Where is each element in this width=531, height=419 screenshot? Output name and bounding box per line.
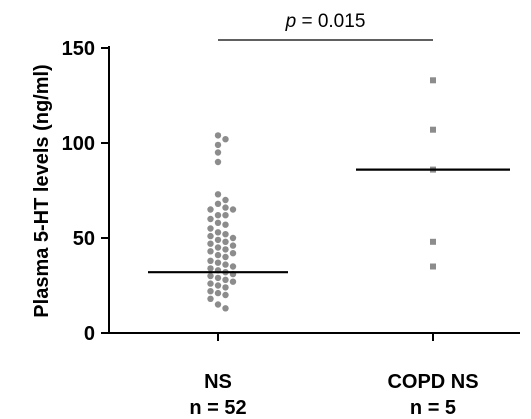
data-point <box>214 289 222 297</box>
data-point <box>214 229 222 236</box>
data-point <box>214 191 222 198</box>
data-point <box>229 250 237 257</box>
data-point <box>207 295 214 302</box>
data-point <box>222 196 229 204</box>
data-point <box>214 158 222 166</box>
data-point <box>222 204 229 211</box>
data-point <box>222 136 229 143</box>
p-value: = 0.015 <box>296 11 365 32</box>
data-point <box>207 257 214 264</box>
x-category-label: COPD NS <box>387 371 478 393</box>
y-axis-label: Plasma 5-HT levels (ng/ml) <box>31 64 53 317</box>
y-axis: 0 50 100 150 <box>62 38 110 345</box>
data-point <box>214 301 222 308</box>
data-point <box>229 242 237 249</box>
y-tick-label: 150 <box>62 38 95 60</box>
data-point <box>430 126 436 133</box>
y-tick-label: 100 <box>62 133 95 155</box>
data-point <box>222 261 229 268</box>
data-point <box>229 278 237 285</box>
data-point <box>214 251 222 259</box>
data-point <box>222 246 229 253</box>
data-point <box>207 265 214 272</box>
p-symbol: p <box>285 11 297 32</box>
significance-annotation: p = 0.015 <box>218 11 433 41</box>
data-point <box>207 288 214 295</box>
data-point <box>214 244 222 251</box>
data-point <box>430 238 436 245</box>
p-value-text: p = 0.015 <box>285 11 366 32</box>
data-point <box>222 276 229 283</box>
data-point <box>214 141 222 149</box>
data-point <box>214 149 222 156</box>
data-point <box>214 219 222 226</box>
x-category-label: NS <box>204 371 232 393</box>
data-point <box>214 200 222 207</box>
x-axis: NS n = 52 COPD NS n = 5 <box>109 332 520 419</box>
data-point <box>430 77 436 84</box>
data-point <box>214 132 222 139</box>
data-point <box>222 221 229 228</box>
y-tick-label: 50 <box>73 228 95 250</box>
data-point <box>222 284 229 291</box>
data-point <box>229 206 237 213</box>
data-point <box>222 305 229 312</box>
data-point <box>207 225 214 232</box>
data-point <box>207 215 214 223</box>
data-point <box>222 253 229 261</box>
data-point <box>207 232 214 240</box>
data-point <box>207 240 214 247</box>
data-point <box>207 248 214 255</box>
data-point <box>214 282 222 289</box>
data-point <box>214 259 222 266</box>
x-category-n-label: n = 52 <box>189 397 246 419</box>
data-point <box>222 238 229 245</box>
data-point <box>222 212 229 219</box>
x-category-n-label: n = 5 <box>410 397 456 419</box>
data-point <box>214 236 222 244</box>
y-tick-label: 0 <box>84 323 95 345</box>
data-point <box>222 291 229 299</box>
data-point <box>214 274 222 282</box>
data-point <box>430 263 436 270</box>
data-points <box>207 77 436 312</box>
median-lines <box>148 168 510 274</box>
data-point <box>207 272 214 280</box>
data-point <box>222 231 229 238</box>
data-point <box>229 234 237 242</box>
data-point <box>207 280 214 287</box>
data-point <box>207 206 214 213</box>
data-point <box>229 263 237 270</box>
data-point <box>214 212 222 219</box>
